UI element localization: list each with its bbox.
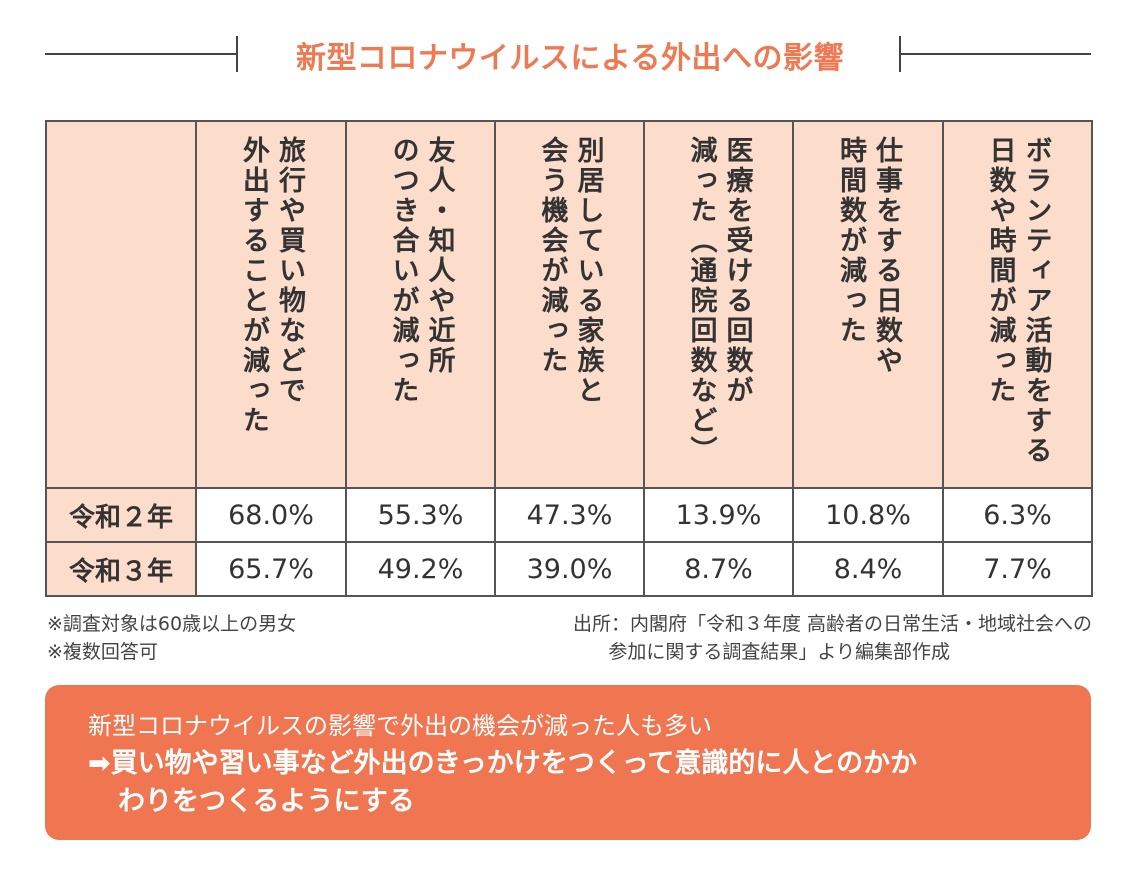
column-header-medical-visits: 医療を受ける回数が 減った（通院回数など） [643, 120, 794, 489]
note-survey-target: ※調査対象は60歳以上の男女 [47, 613, 297, 635]
column-header-friends-neighbors: 友人・知人や近所 のつき合いが減った [345, 120, 496, 489]
column-header-label: 旅行や買い物などで 外出することが減った [238, 136, 305, 436]
source-line-2: 参加に関する調査結果」より編集部作成 [608, 641, 950, 663]
summary-callout: 新型コロナウイルスの影響で外出の機会が減った人も多い ➡買い物や習い事など外出の… [45, 685, 1091, 840]
table-cell: 13.9% [643, 487, 794, 543]
source-citation: 出所：内閣府「令和３年度 高齢者の日常生活・地域社会への 参加に関する調査結果」… [470, 610, 1092, 666]
table-cell: 10.8% [792, 487, 944, 543]
table-cell: 49.2% [345, 541, 496, 597]
table-cell: 8.7% [643, 541, 794, 597]
callout-advice-continued: わりをつくるようにする [118, 786, 415, 817]
title-line-right [901, 53, 1091, 55]
table-row: 令和３年 65.7% 49.2% 39.0% 8.7% 8.4% 7.7% [45, 541, 1093, 597]
survey-table: 旅行や買い物などで 外出することが減った 友人・知人や近所 のつき合いが減った … [45, 120, 1093, 597]
column-header-label: 別居している家族と 会う機会が減った [536, 136, 604, 406]
row-label-reiwa-2: 令和２年 [45, 487, 197, 543]
title-tick-left [236, 36, 238, 72]
title-row: 新型コロナウイルスによる外出への影響 [0, 28, 1140, 78]
column-header-family-visits: 別居している家族と 会う機会が減った [494, 120, 645, 489]
column-header-label: 医療を受ける回数が 減った（通院回数など） [685, 136, 753, 466]
column-header-travel-shopping: 旅行や買い物などで 外出することが減った [195, 120, 347, 489]
column-header-label: 仕事をする日数や 時間数が減った [835, 136, 902, 376]
table-cell: 7.7% [942, 541, 1093, 597]
table-cell: 55.3% [345, 487, 496, 543]
title-tick-right [899, 36, 901, 72]
header-corner-cell [45, 120, 197, 489]
source-line-1: 出所：内閣府「令和３年度 高齢者の日常生活・地域社会への [572, 613, 1092, 635]
note-multiple-answers: ※複数回答可 [47, 641, 158, 663]
table-cell: 6.3% [942, 487, 1093, 543]
callout-summary: 新型コロナウイルスの影響で外出の機会が減った人も多い [88, 712, 712, 740]
title-line-left [45, 53, 236, 55]
table-cell: 65.7% [195, 541, 347, 597]
column-header-work-days: 仕事をする日数や 時間数が減った [792, 120, 944, 489]
table-cell: 8.4% [792, 541, 944, 597]
table-row: 令和２年 68.0% 55.3% 47.3% 13.9% 10.8% 6.3% [45, 487, 1093, 543]
column-header-label: 友人・知人や近所 のつき合いが減った [387, 136, 455, 406]
table-cell: 68.0% [195, 487, 347, 543]
column-header-volunteer: ボランティア活動をする 日数や時間が減った [942, 120, 1093, 489]
header-row: 旅行や買い物などで 外出することが減った 友人・知人や近所 のつき合いが減った … [45, 120, 1093, 489]
callout-advice: ➡買い物や習い事など外出のきっかけをつくって意識的に人とのかか [88, 748, 918, 779]
table-cell: 47.3% [494, 487, 645, 543]
page-title: 新型コロナウイルスによる外出への影響 [295, 41, 845, 76]
survey-notes: ※調査対象は60歳以上の男女 ※複数回答可 [47, 610, 296, 666]
table-cell: 39.0% [494, 541, 645, 597]
row-label-reiwa-3: 令和３年 [45, 541, 197, 597]
column-header-label: ボランティア活動をする 日数や時間が減った [984, 136, 1052, 466]
